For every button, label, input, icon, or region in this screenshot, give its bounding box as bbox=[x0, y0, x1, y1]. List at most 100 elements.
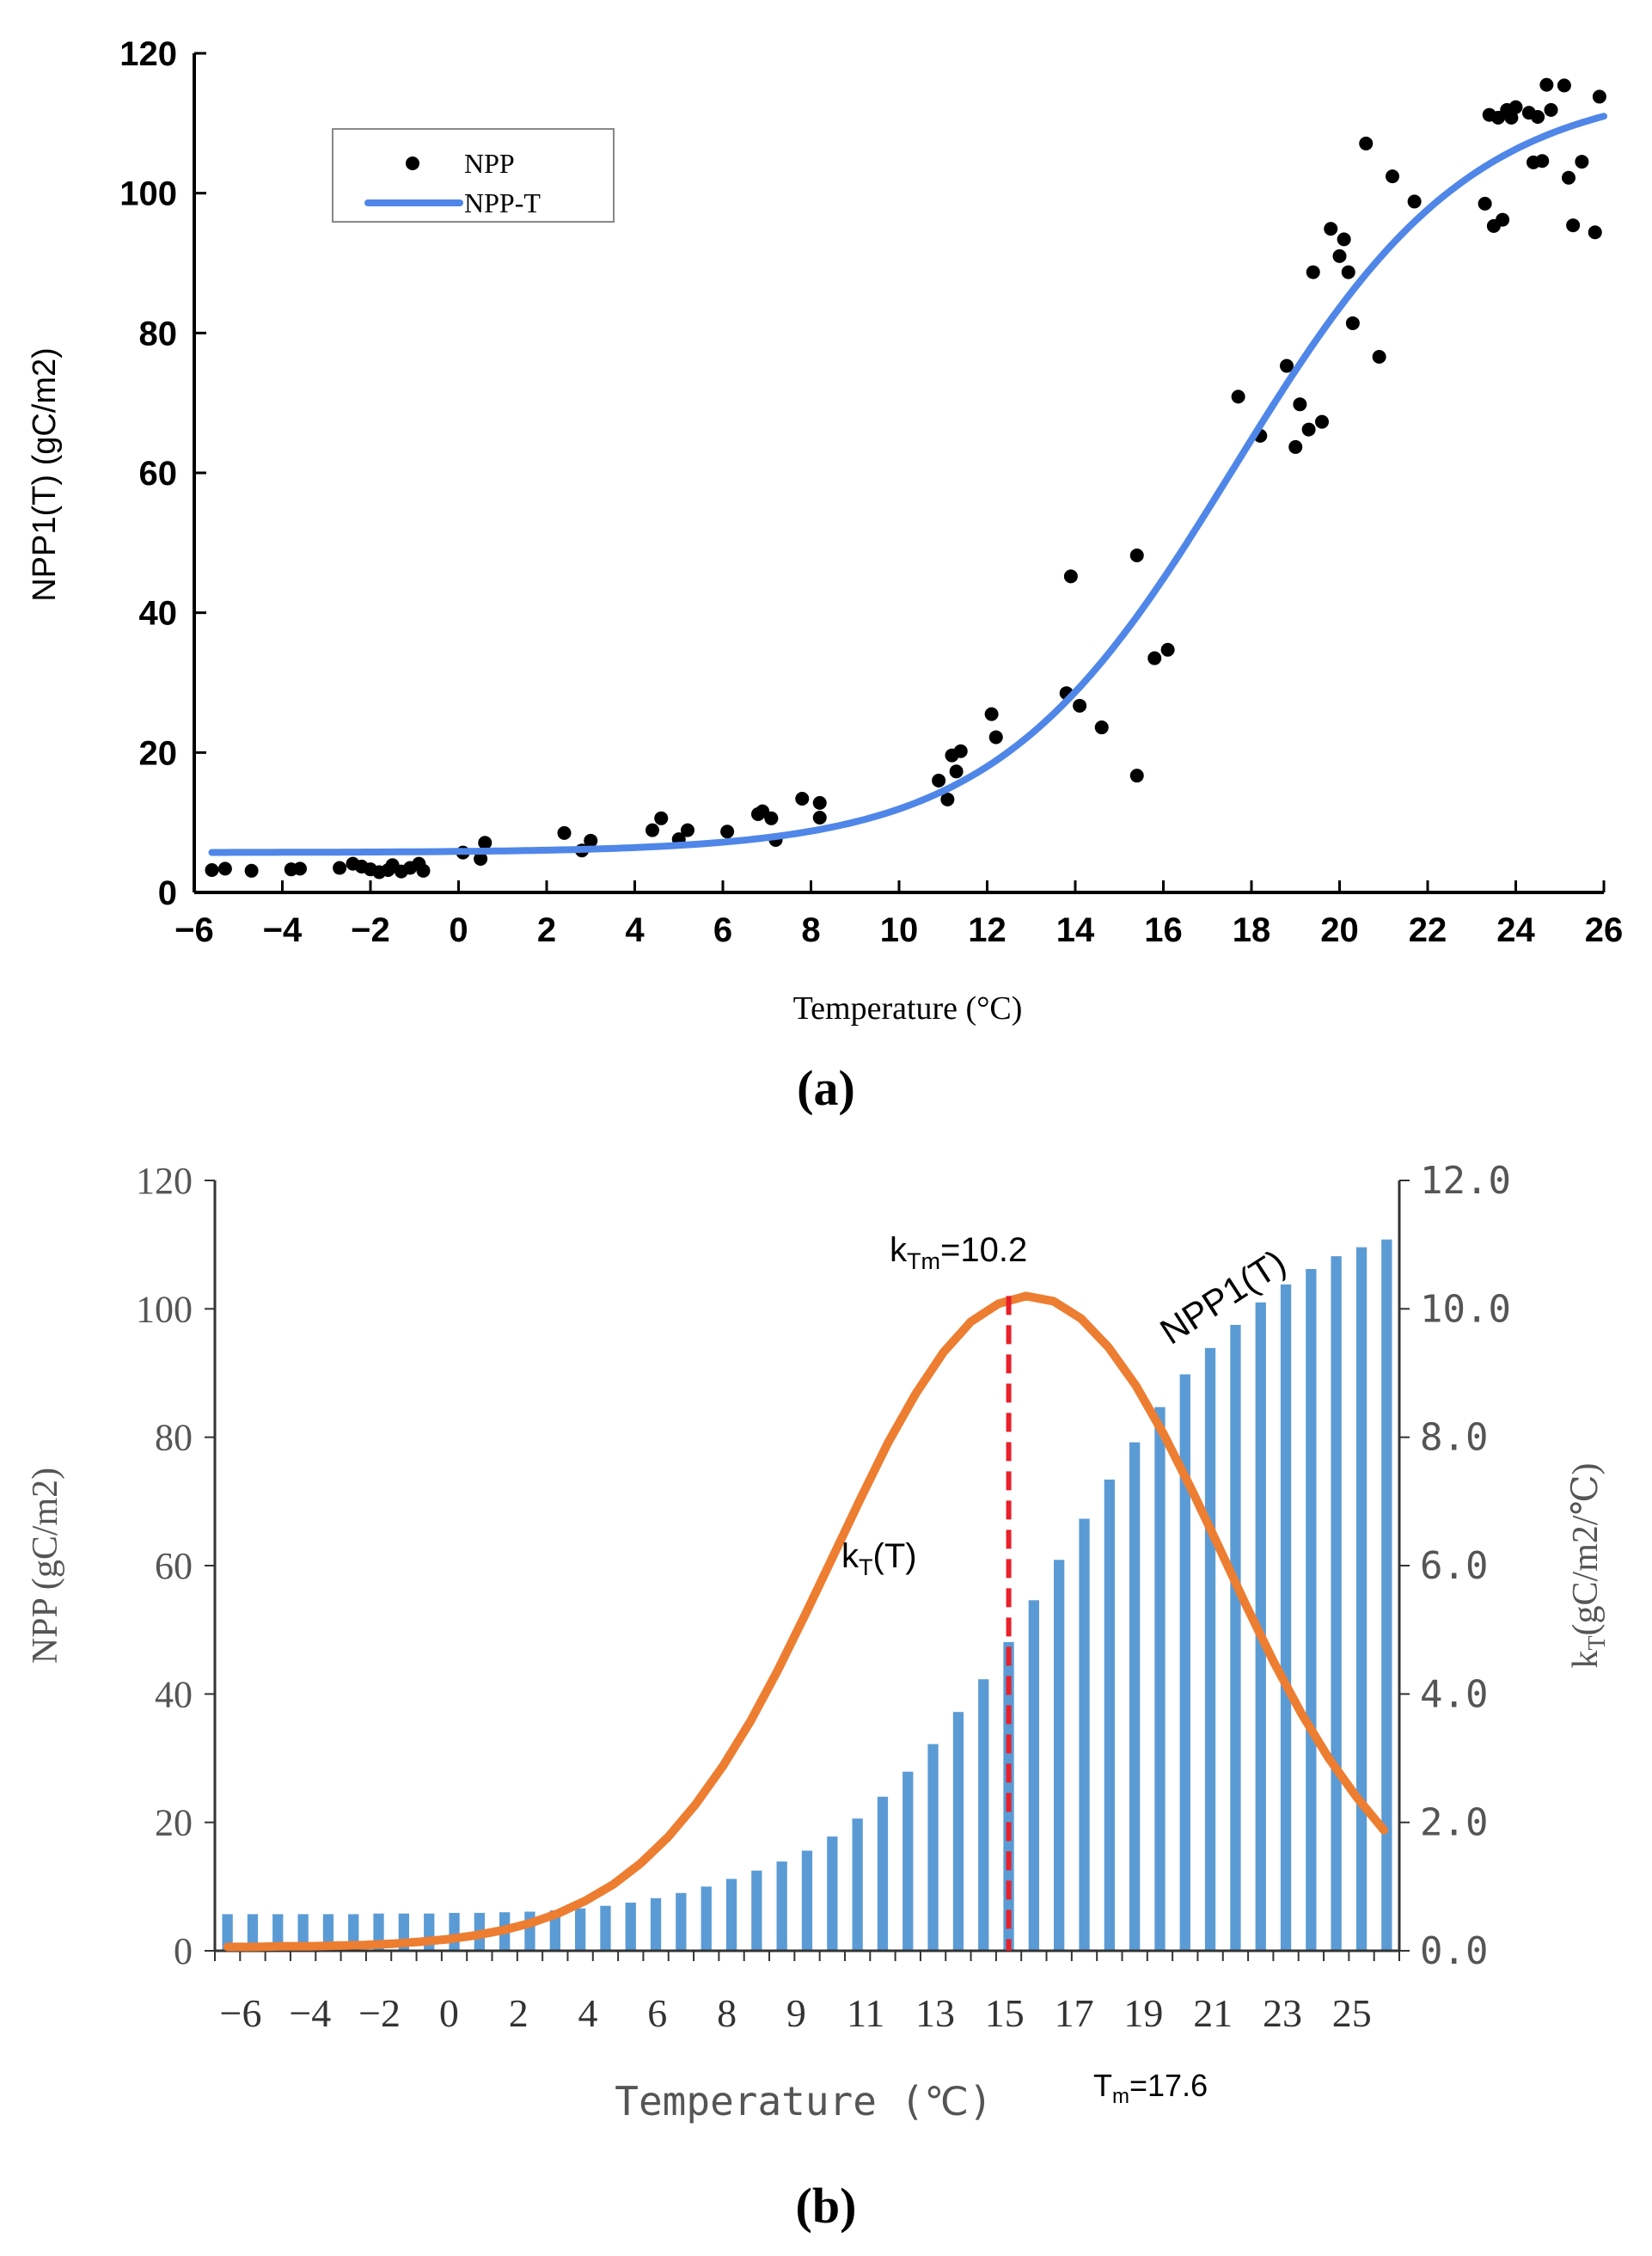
x-tick-label: 4 bbox=[625, 911, 645, 949]
npp1-bar bbox=[927, 1744, 939, 1951]
npp1-bar bbox=[902, 1771, 914, 1951]
npp-point bbox=[1407, 194, 1422, 209]
right-y-tick-label: 10.0 bbox=[1420, 1287, 1511, 1331]
npp-point bbox=[940, 792, 955, 806]
npp1-bar bbox=[725, 1879, 737, 1951]
x-tick-label: −4 bbox=[263, 911, 303, 949]
npp-point bbox=[478, 836, 493, 850]
npp1-bar bbox=[1306, 1269, 1317, 1951]
npp-point bbox=[1301, 422, 1316, 437]
npp-point bbox=[1345, 316, 1360, 330]
y-tick-label: 100 bbox=[119, 175, 177, 213]
panel-b-label: (b) bbox=[796, 2178, 857, 2234]
npp1-bar bbox=[600, 1905, 611, 1951]
left-y-tick-label: 120 bbox=[136, 1160, 193, 1202]
npp-point bbox=[1280, 359, 1294, 373]
npp1-curve-label: NPP1(T) bbox=[1153, 1241, 1293, 1352]
npp-point bbox=[764, 811, 779, 825]
chart-a: −6 −4 −2 0 2 4 6 8 10 12 14 16 18 20 22 24 2602040608010… bbox=[27, 35, 1623, 1116]
x-tick-label: 8 bbox=[801, 911, 820, 949]
x-tick-label: 18 bbox=[1233, 911, 1271, 949]
right-y-tick-label: 8.0 bbox=[1420, 1416, 1488, 1460]
x-tick-label: 13 bbox=[915, 1991, 955, 2035]
x-tick-label: −2 bbox=[351, 911, 390, 949]
npp1-bar bbox=[1280, 1284, 1292, 1951]
npp-point bbox=[1562, 170, 1576, 185]
right-y-tick-label: 6.0 bbox=[1420, 1544, 1488, 1588]
y-tick-label: 40 bbox=[139, 595, 178, 633]
x-tick-label: 14 bbox=[1056, 911, 1095, 949]
npp-point bbox=[1359, 136, 1374, 150]
npp-point bbox=[333, 861, 347, 875]
chart-a-x-label: Temperature (°C) bbox=[793, 990, 1023, 1027]
npp-point bbox=[984, 707, 999, 721]
x-tick-label: 17 bbox=[1055, 1991, 1094, 2035]
npp-point bbox=[1332, 248, 1347, 263]
y-tick-label: 60 bbox=[139, 455, 178, 493]
npp-point bbox=[1315, 414, 1329, 429]
x-tick-label: 15 bbox=[985, 1991, 1025, 2035]
npp-point bbox=[988, 730, 1003, 745]
npp1-bar bbox=[701, 1886, 712, 1951]
ktm-annotation: kTm=10.2 bbox=[890, 1231, 1027, 1274]
npp-point bbox=[1341, 265, 1355, 279]
npp-t-curve bbox=[208, 113, 1607, 856]
x-tick-label: 22 bbox=[1409, 911, 1447, 949]
npp-point bbox=[932, 773, 946, 788]
npp-point bbox=[474, 851, 488, 866]
npp1-bar bbox=[272, 1914, 284, 1951]
npp-point bbox=[244, 863, 259, 878]
x-tick-label: 6 bbox=[713, 911, 732, 949]
x-tick-label: 20 bbox=[1320, 911, 1359, 949]
npp-point bbox=[646, 823, 659, 837]
npp-point bbox=[1063, 569, 1078, 584]
npp1-bar bbox=[247, 1914, 259, 1951]
npp-point bbox=[1535, 154, 1550, 169]
npp-point bbox=[217, 861, 232, 876]
npp1-bar bbox=[952, 1712, 964, 1951]
x-tick-label: 2 bbox=[537, 911, 556, 949]
chart-a-legend: NPP NPP-T bbox=[332, 128, 615, 223]
npp-point bbox=[1478, 196, 1492, 211]
npp-point bbox=[949, 764, 964, 779]
npp1-bar bbox=[650, 1897, 662, 1951]
x-tick-label: −6 bbox=[220, 1991, 262, 2035]
npp-point bbox=[1337, 232, 1351, 247]
npp1-bar bbox=[575, 1908, 586, 1951]
y-tick-label: 0 bbox=[158, 874, 177, 912]
npp-point bbox=[1094, 720, 1109, 735]
npp1-bar bbox=[877, 1796, 889, 1951]
npp-point bbox=[654, 811, 669, 825]
npp1-bar bbox=[1381, 1239, 1392, 1951]
npp-point bbox=[953, 744, 968, 758]
npp1-bar bbox=[751, 1870, 762, 1951]
npp-point bbox=[1147, 651, 1162, 665]
npp1-bar bbox=[297, 1914, 309, 1951]
x-tick-label: 4 bbox=[578, 1991, 598, 2035]
npp-point bbox=[1508, 100, 1523, 114]
npp1-bar bbox=[625, 1903, 636, 1951]
npp-point bbox=[812, 810, 827, 825]
npp1-bar bbox=[827, 1836, 838, 1951]
npp-point bbox=[1531, 110, 1545, 125]
npp-point bbox=[584, 833, 598, 848]
left-y-tick-label: 0 bbox=[174, 1930, 193, 1972]
npp1-bar bbox=[1230, 1325, 1241, 1951]
left-y-tick-label: 60 bbox=[155, 1545, 193, 1587]
npp1-bar bbox=[1355, 1247, 1367, 1951]
x-tick-label: 19 bbox=[1123, 1991, 1163, 2035]
npp-point bbox=[1231, 389, 1245, 404]
x-tick-label: 9 bbox=[786, 1991, 806, 2035]
y-tick-label: 120 bbox=[119, 35, 177, 73]
x-tick-label: 10 bbox=[880, 911, 919, 949]
tm-annotation: Tm=17.6 bbox=[1093, 2068, 1208, 2108]
npp-point bbox=[1588, 225, 1602, 240]
x-tick-label: 24 bbox=[1496, 911, 1535, 949]
npp1-bar bbox=[1054, 1560, 1065, 1951]
x-tick-label: 2 bbox=[509, 1991, 529, 2035]
x-tick-label: −4 bbox=[289, 1991, 331, 2035]
npp-point bbox=[416, 863, 431, 878]
npp-point bbox=[1544, 102, 1558, 117]
npp-point bbox=[1504, 110, 1519, 125]
